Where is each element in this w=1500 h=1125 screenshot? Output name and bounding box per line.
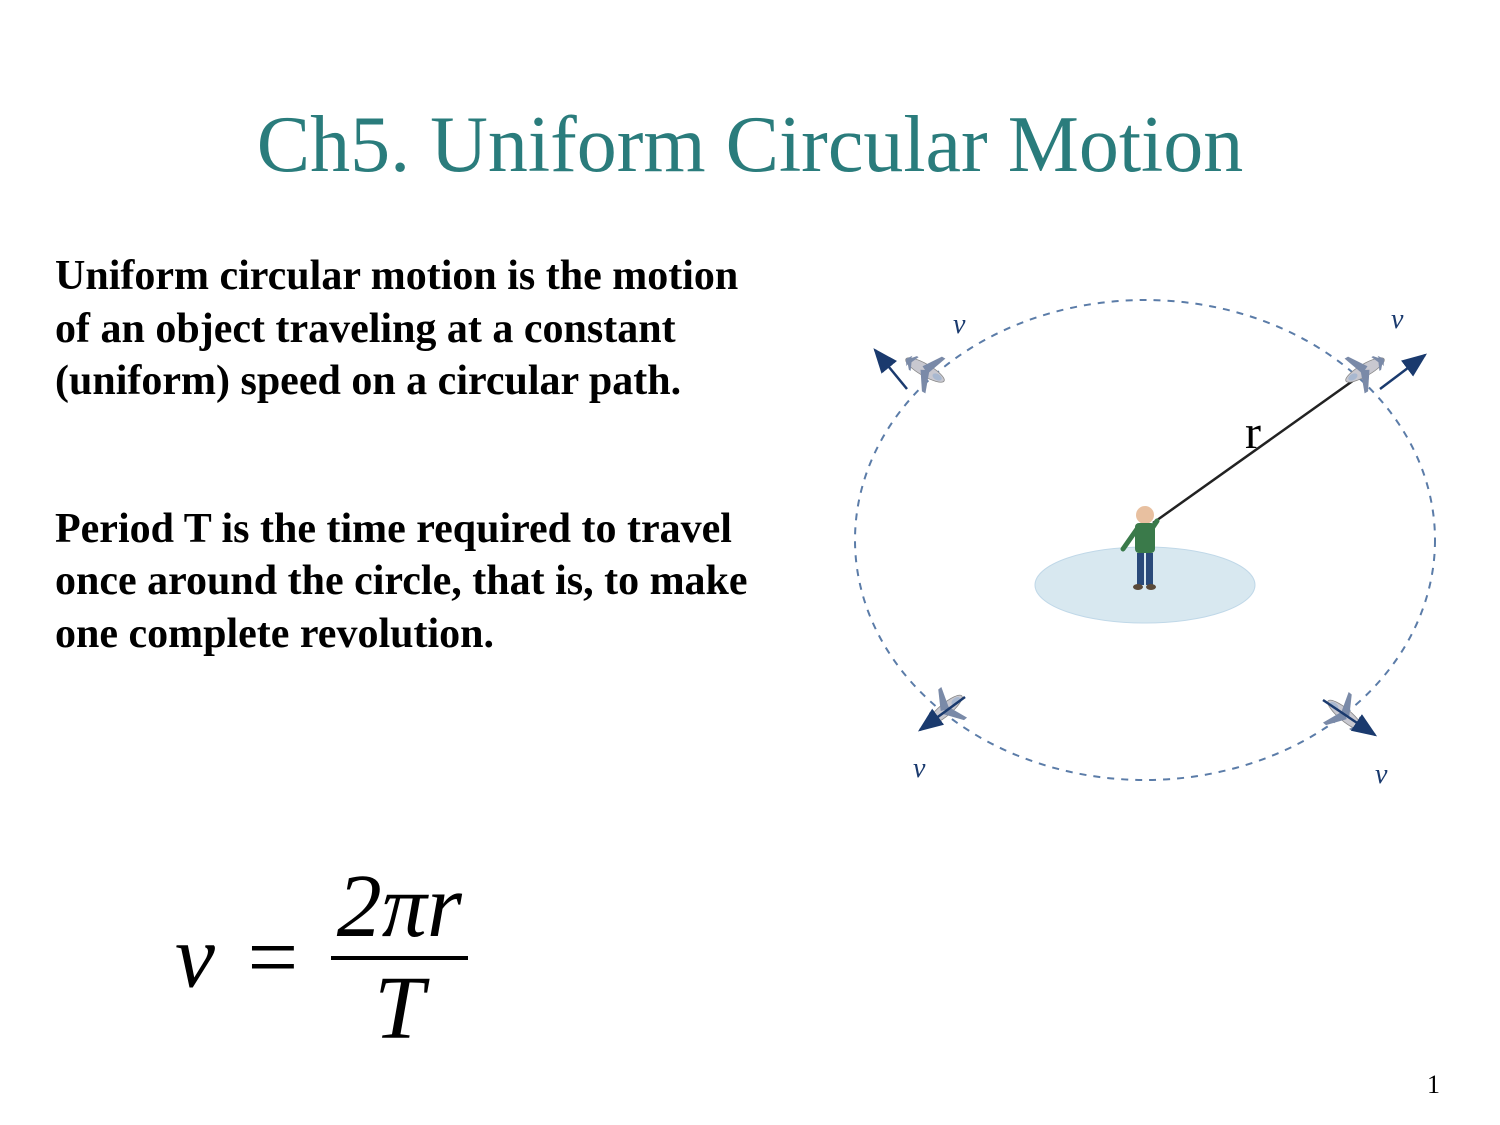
formula-lhs: v [175, 908, 215, 1007]
formula-r: r [427, 857, 462, 956]
paragraph-definition: Uniform circular motion is the motion of… [55, 250, 775, 408]
formula-coeff: 2 [337, 857, 382, 956]
formula-numerator: 2πr [331, 862, 468, 960]
left-column: Uniform circular motion is the motion of… [55, 250, 775, 660]
page-number: 1 [1427, 1070, 1440, 1100]
formula-fraction: 2πr T [331, 862, 468, 1054]
diagram-svg: v v v v [835, 275, 1455, 805]
formula-denominator: T [331, 960, 468, 1054]
plane-top-right [1336, 342, 1394, 399]
v-label-bl: v [913, 753, 926, 784]
radius-label: r [1245, 405, 1261, 460]
v-label-tl: v [953, 309, 966, 340]
formula-equals: = [247, 908, 298, 1007]
circular-motion-diagram: v v v v r [835, 275, 1455, 805]
page-title: Ch5. Uniform Circular Motion [0, 0, 1500, 191]
plane-bottom-left [915, 681, 974, 740]
velocity-formula: v = 2πr T [175, 870, 468, 1062]
paragraph-period: Period T is the time required to travel … [55, 503, 775, 661]
plane-top-left [896, 342, 954, 399]
v-label-tr: v [1391, 304, 1404, 335]
v-label-br: v [1375, 759, 1388, 790]
ground-ellipse [1035, 547, 1255, 623]
formula-pi: π [382, 857, 427, 956]
